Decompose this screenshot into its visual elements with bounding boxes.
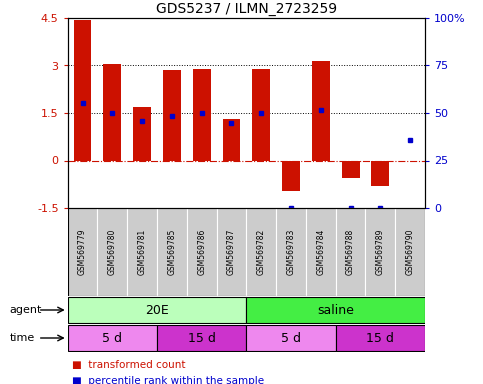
Bar (187, 208, 216, 296)
Bar (276, 208, 306, 296)
Bar (282, 161, 300, 190)
Text: GSM569786: GSM569786 (197, 229, 206, 275)
Bar (193, 69, 211, 161)
Text: GSM569784: GSM569784 (316, 229, 325, 275)
Bar (98, 208, 127, 296)
Bar (127, 208, 157, 296)
Text: GSM569785: GSM569785 (168, 229, 176, 275)
Bar (312, 61, 330, 161)
Text: GSM569790: GSM569790 (406, 229, 414, 275)
Text: ■  percentile rank within the sample: ■ percentile rank within the sample (72, 376, 265, 384)
Bar (336, 324, 425, 351)
Text: 15 d: 15 d (188, 331, 215, 344)
Text: GSM569782: GSM569782 (257, 229, 266, 275)
Text: 15 d: 15 d (367, 331, 394, 344)
Bar (68, 324, 157, 351)
Bar (252, 69, 270, 161)
Bar (371, 161, 389, 186)
Bar (246, 208, 276, 296)
Text: GSM569780: GSM569780 (108, 229, 117, 275)
Bar (395, 208, 425, 296)
Text: GSM569779: GSM569779 (78, 229, 87, 275)
Bar (366, 208, 395, 296)
Bar (163, 70, 181, 161)
Title: GDS5237 / ILMN_2723259: GDS5237 / ILMN_2723259 (156, 2, 337, 16)
Bar (246, 324, 336, 351)
Bar (223, 119, 241, 161)
Text: GSM569781: GSM569781 (138, 229, 146, 275)
Text: 5 d: 5 d (281, 331, 301, 344)
Text: GSM569783: GSM569783 (286, 229, 296, 275)
Bar (341, 161, 359, 178)
Bar (336, 208, 366, 296)
Bar (133, 107, 151, 161)
Text: GSM569789: GSM569789 (376, 229, 385, 275)
Text: 5 d: 5 d (102, 331, 122, 344)
Text: 20E: 20E (145, 303, 169, 316)
Bar (157, 324, 246, 351)
Text: GSM569788: GSM569788 (346, 229, 355, 275)
Text: saline: saline (317, 303, 354, 316)
Bar (68, 208, 98, 296)
Text: time: time (10, 333, 35, 343)
Bar (306, 208, 336, 296)
Text: agent: agent (10, 305, 42, 315)
Text: ■  transformed count: ■ transformed count (72, 360, 186, 370)
Bar (73, 20, 91, 161)
Bar (103, 64, 121, 161)
Bar (216, 208, 246, 296)
Bar (157, 208, 187, 296)
Text: GSM569787: GSM569787 (227, 229, 236, 275)
Bar (246, 296, 425, 323)
Bar (68, 296, 246, 323)
